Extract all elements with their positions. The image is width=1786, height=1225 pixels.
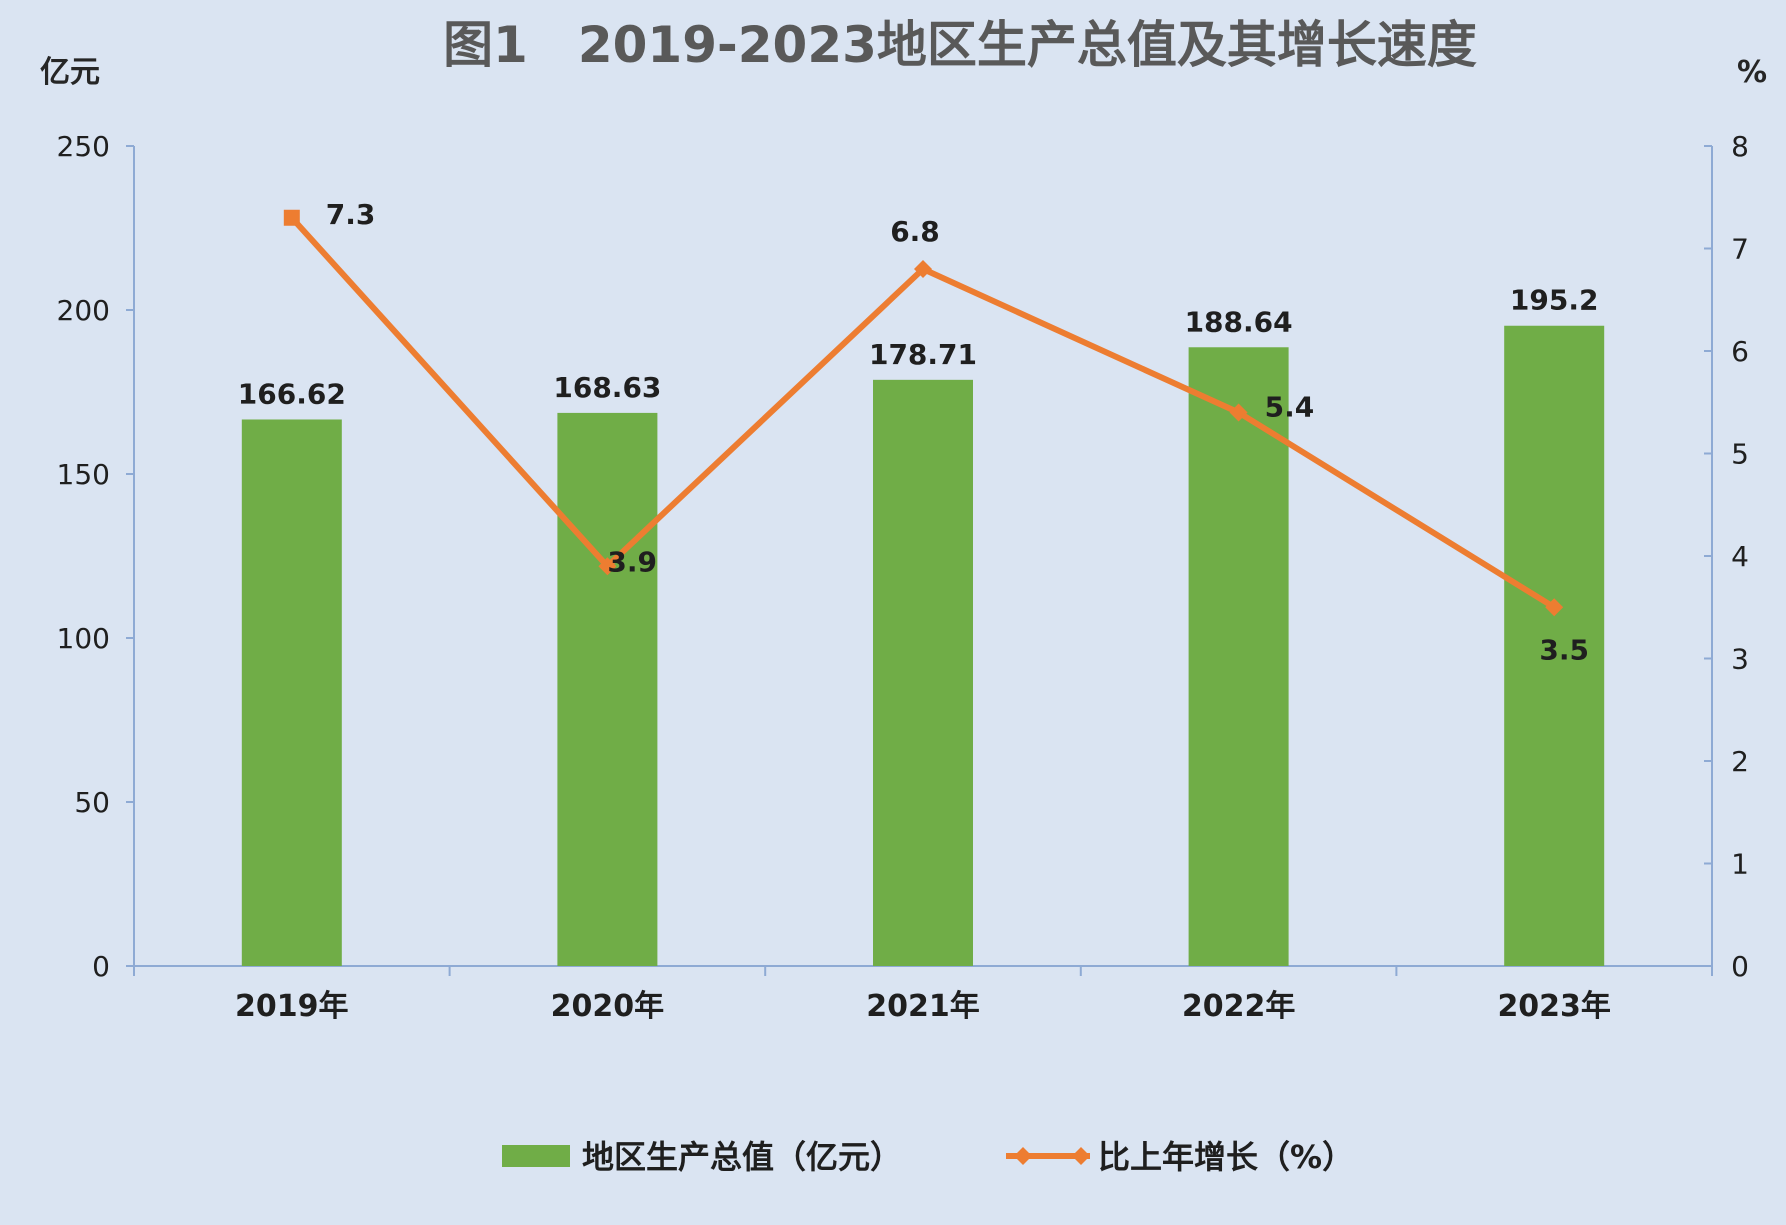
legend-bar-label: 地区生产总值（亿元） xyxy=(582,1138,902,1176)
line-data-label: 5.4 xyxy=(1265,391,1315,424)
right-tick-label: 5 xyxy=(1731,438,1749,471)
line-data-label: 3.9 xyxy=(607,545,657,578)
line-data-label: 7.3 xyxy=(326,198,376,231)
left-tick-label: 250 xyxy=(57,130,110,163)
left-axis-unit: 亿元 xyxy=(40,55,100,90)
right-tick-label: 6 xyxy=(1731,335,1749,368)
left-tick-label: 200 xyxy=(57,294,110,327)
bar xyxy=(873,379,973,967)
left-tick-label: 100 xyxy=(57,622,110,655)
right-axis-ticks: 0 1 2 3 4 5 6 7 8 xyxy=(1704,130,1749,983)
line-point xyxy=(1229,403,1248,422)
right-tick-label: 1 xyxy=(1731,848,1749,881)
bar-data-label: 188.64 xyxy=(1185,305,1293,338)
category-label: 2020年 xyxy=(551,989,665,1024)
bar xyxy=(241,419,342,966)
left-tick-label: 150 xyxy=(57,458,110,491)
category-label: 2019年 xyxy=(235,989,349,1024)
legend-line-marker xyxy=(1014,1147,1032,1165)
bar-data-label: 166.62 xyxy=(238,377,346,410)
bar-data-label: 195.2 xyxy=(1510,284,1599,317)
bar-data-label: 178.71 xyxy=(869,338,977,371)
bar xyxy=(557,412,658,967)
right-tick-label: 4 xyxy=(1731,540,1749,573)
right-axis-unit: % xyxy=(1737,55,1767,90)
category-label: 2021年 xyxy=(866,989,980,1024)
category-labels: 2019年 2020年 2021年 2022年 2023年 xyxy=(235,989,1611,1024)
bar xyxy=(1504,325,1605,966)
left-axis-ticks: 0 50 100 150 200 250 xyxy=(57,130,134,983)
line-data-label: 6.8 xyxy=(890,215,940,248)
legend-bar-swatch xyxy=(502,1145,570,1167)
line-series: 7.3 3.9 6.8 5.4 3.5 xyxy=(283,198,1589,666)
left-tick-label: 50 xyxy=(74,786,110,819)
legend-line-label: 比上年增长（%） xyxy=(1098,1138,1354,1176)
line-data-label: 3.5 xyxy=(1539,633,1589,666)
bar xyxy=(1188,347,1289,966)
chart-title: 图1 2019-2023地区生产总值及其增长速度 xyxy=(443,16,1477,74)
right-tick-label: 3 xyxy=(1731,643,1749,676)
line-point xyxy=(1545,598,1564,617)
category-label: 2023年 xyxy=(1497,989,1611,1024)
legend: 地区生产总值（亿元） 比上年增长（%） xyxy=(502,1138,1354,1176)
right-tick-label: 7 xyxy=(1731,233,1749,266)
bar-data-label: 168.63 xyxy=(553,371,661,404)
right-tick-label: 0 xyxy=(1731,950,1749,983)
category-label: 2022年 xyxy=(1182,989,1296,1024)
bar-series: 166.62 168.63 178.71 188.64 195.2 xyxy=(238,284,1605,967)
line-point xyxy=(914,260,932,278)
line-point xyxy=(598,557,617,576)
legend-line-marker xyxy=(1072,1147,1090,1165)
right-tick-label: 2 xyxy=(1731,745,1749,778)
line-point xyxy=(283,209,300,226)
right-tick-label: 8 xyxy=(1731,130,1749,163)
left-tick-label: 0 xyxy=(92,950,110,983)
